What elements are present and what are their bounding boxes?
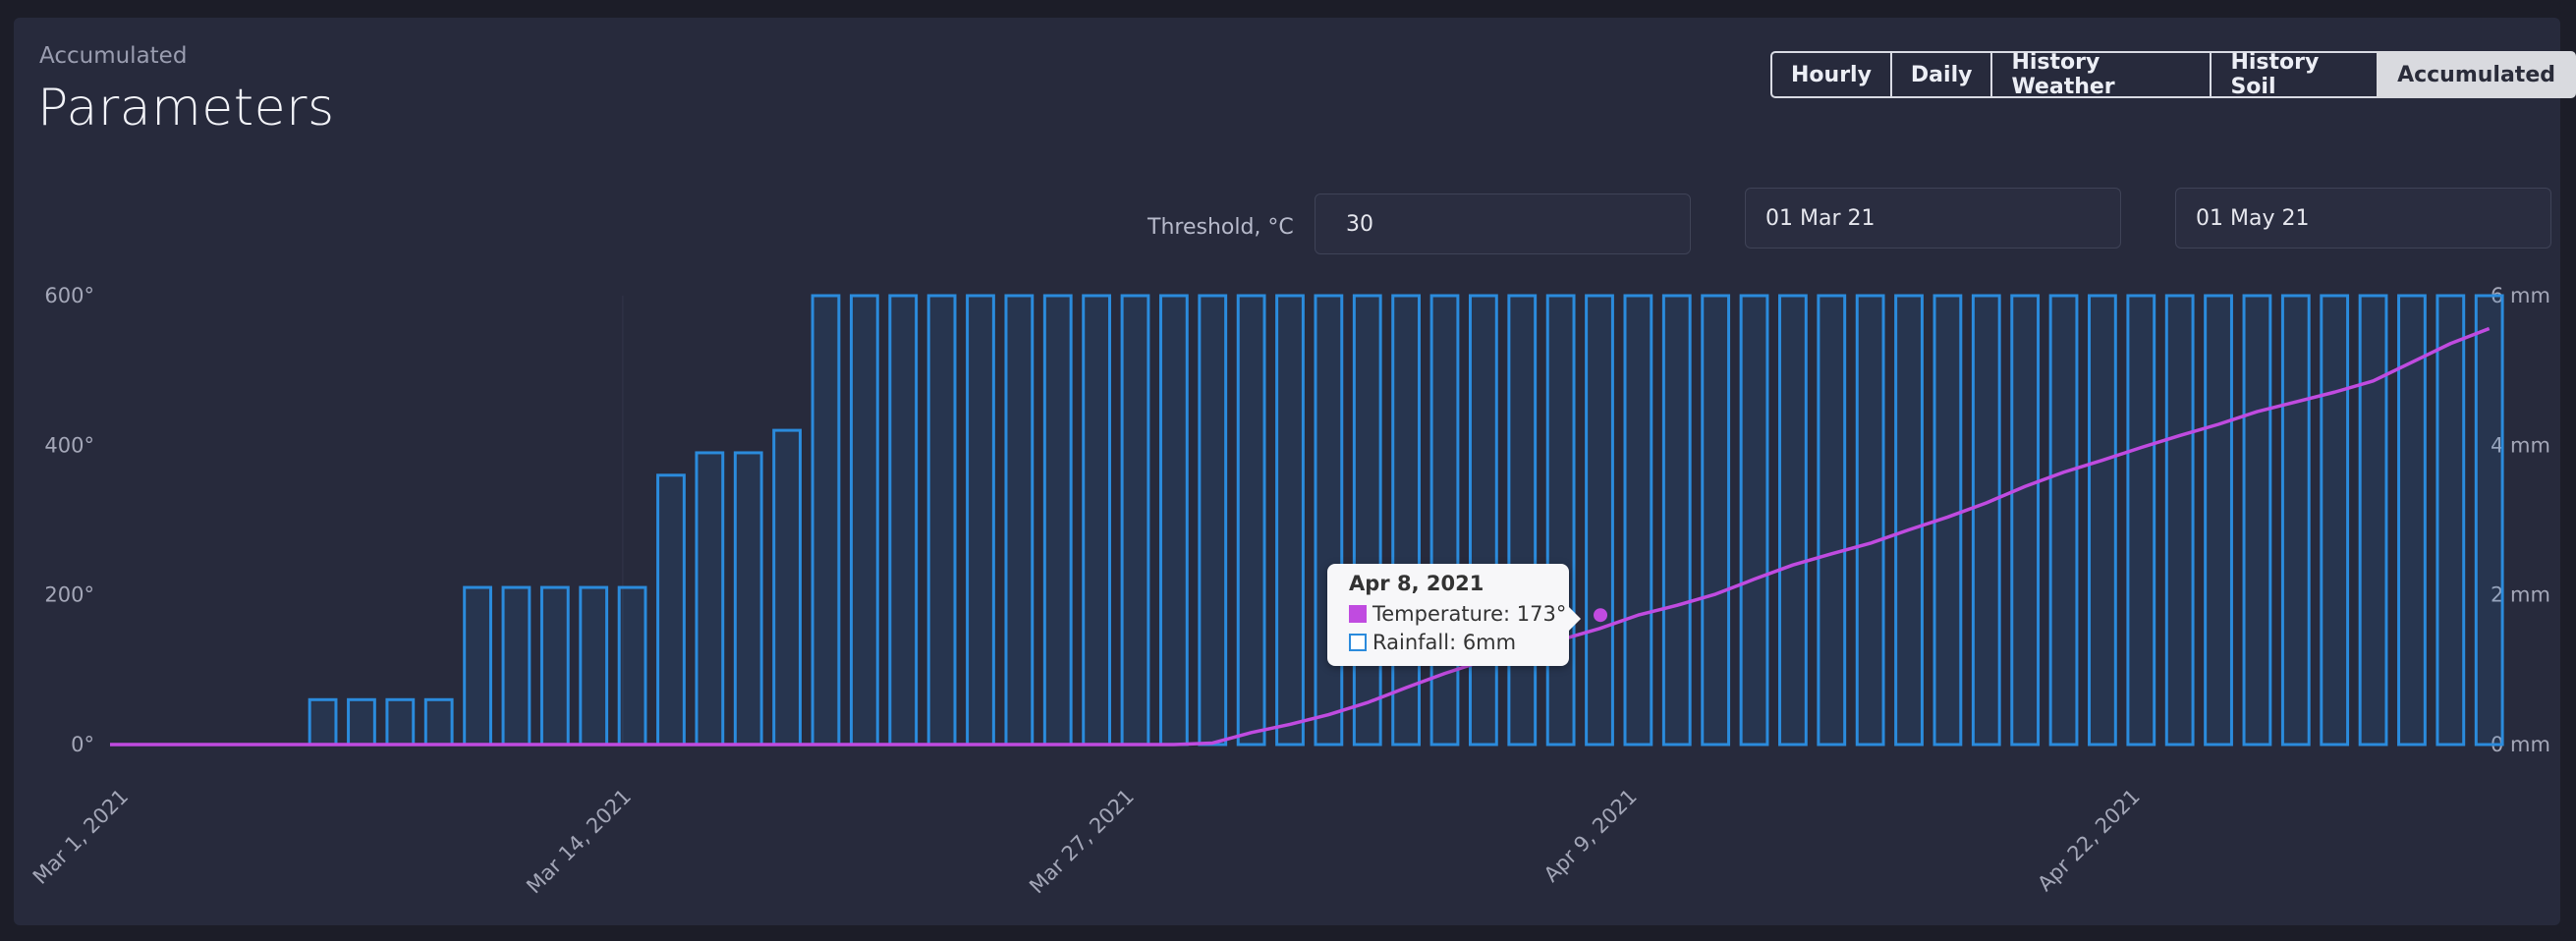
temperature-highlight-point xyxy=(1594,608,1608,623)
x-tick-label: Mar 1, 2021 xyxy=(28,785,133,889)
rainfall-bar xyxy=(811,294,841,747)
rainfall-bar xyxy=(1623,294,1653,747)
y-left-tick-label: 200° xyxy=(44,583,94,607)
rainfall-bar xyxy=(1971,294,2001,747)
page-title: Parameters xyxy=(37,79,335,138)
rainfall-bar xyxy=(501,585,532,747)
rainfall-bar xyxy=(1120,294,1150,747)
y-right-tick-label: 2 mm xyxy=(2491,583,2550,607)
temperature-swatch-icon xyxy=(1349,604,1367,623)
rainfall-bar xyxy=(656,473,686,747)
x-tick-label: Mar 27, 2021 xyxy=(1025,785,1139,899)
rainfall-bar xyxy=(1391,294,1422,747)
rainfall-bar xyxy=(1082,294,1112,747)
temperature-line xyxy=(110,326,2491,747)
rainfall-bar xyxy=(695,451,725,747)
rainfall-bar xyxy=(1701,294,1731,747)
rainfall-bar xyxy=(1778,294,1808,747)
rainfall-bar xyxy=(2088,294,2117,747)
rainfall-bar xyxy=(1158,294,1189,747)
rainfall-bar xyxy=(888,294,919,747)
rainfall-bar xyxy=(1585,294,1614,747)
rainfall-bar xyxy=(1468,294,1498,747)
rainfall-bar xyxy=(2436,294,2466,747)
rainfall-bar xyxy=(849,294,879,747)
rainfall-bar xyxy=(1894,294,1924,747)
rainfall-bar xyxy=(385,697,416,747)
rainfall-bar xyxy=(1739,294,1769,747)
end-date-input[interactable]: 01 May 21 xyxy=(2175,188,2551,249)
chart-panel xyxy=(14,18,2560,925)
threshold-input[interactable]: 30 xyxy=(1315,194,1691,254)
rainfall-bar xyxy=(2204,294,2233,747)
start-date-input[interactable]: 01 Mar 21 xyxy=(1745,188,2121,249)
tab-history-soil[interactable]: History Soil xyxy=(2210,50,2380,99)
tooltip-rainfall: Rainfall: 6mm xyxy=(1372,630,1517,654)
rainfall-bar xyxy=(2280,294,2311,747)
rainfall-bar xyxy=(2242,294,2272,747)
tooltip-temperature-row: Temperature: 173° xyxy=(1349,599,1569,628)
rainfall-bar xyxy=(2010,294,2041,747)
y-left-tick-label: 400° xyxy=(44,433,94,457)
rainfall-bar xyxy=(1004,294,1035,747)
rainfall-bar xyxy=(1507,294,1538,747)
x-tick-label: Apr 9, 2021 xyxy=(1540,785,1642,887)
rainfall-bar xyxy=(1314,294,1344,747)
tab-hourly[interactable]: Hourly xyxy=(1770,51,1892,98)
rainfall-bar xyxy=(1275,294,1305,747)
rainfall-bar xyxy=(1198,294,1228,747)
y-left-tick-label: 0° xyxy=(71,733,94,756)
tooltip-date: Apr 8, 2021 xyxy=(1349,572,1484,595)
rainfall-bar xyxy=(772,428,802,747)
rainfall-bar xyxy=(1855,294,1885,747)
rainfall-bar xyxy=(733,451,763,747)
rainfall-bar xyxy=(966,294,995,747)
rainfall-bar xyxy=(2474,294,2504,747)
rainfall-bar xyxy=(2126,294,2156,747)
rainfall-bar xyxy=(423,697,454,747)
threshold-label: Threshold, °C xyxy=(1148,215,1294,240)
rainfall-bar xyxy=(347,697,376,747)
tooltip-temperature: Temperature: 173° xyxy=(1372,601,1567,626)
tab-accumulated[interactable]: Accumulated xyxy=(2377,51,2576,98)
y-right-tick-label: 4 mm xyxy=(2491,433,2550,457)
rainfall-bar xyxy=(1817,294,1847,747)
rainfall-bar xyxy=(1545,294,1576,747)
rainfall-bar xyxy=(579,585,609,747)
rainfall-bar xyxy=(1042,294,1073,747)
rainfall-bar xyxy=(2320,294,2350,747)
rainfall-bar xyxy=(1236,294,1266,747)
section-subtitle: Accumulated xyxy=(39,43,188,69)
rainfall-bar xyxy=(308,697,338,747)
rainfall-bar xyxy=(2358,294,2388,747)
chart-tooltip: Apr 8, 2021 Temperature: 173° Rainfall: … xyxy=(1327,564,1581,666)
view-tabs: Hourly Daily History Weather History Soi… xyxy=(1770,50,2576,99)
rainfall-bar xyxy=(539,585,570,747)
tooltip-rainfall-row: Rainfall: 6mm xyxy=(1349,628,1569,656)
y-left-tick-label: 600° xyxy=(44,284,94,307)
x-tick-label: Mar 14, 2021 xyxy=(522,785,636,899)
rainfall-bar xyxy=(1661,294,1692,747)
rainfall-bar xyxy=(463,585,492,747)
rainfall-swatch-icon xyxy=(1349,633,1367,651)
rainfall-bar xyxy=(926,294,957,747)
rainfall-bar xyxy=(1352,294,1382,747)
rainfall-bar xyxy=(2164,294,2195,747)
rainfall-bar xyxy=(2048,294,2079,747)
rainfall-bar xyxy=(2397,294,2427,747)
rainfall-bar xyxy=(617,585,647,747)
x-tick-label: Apr 22, 2021 xyxy=(2033,785,2145,897)
